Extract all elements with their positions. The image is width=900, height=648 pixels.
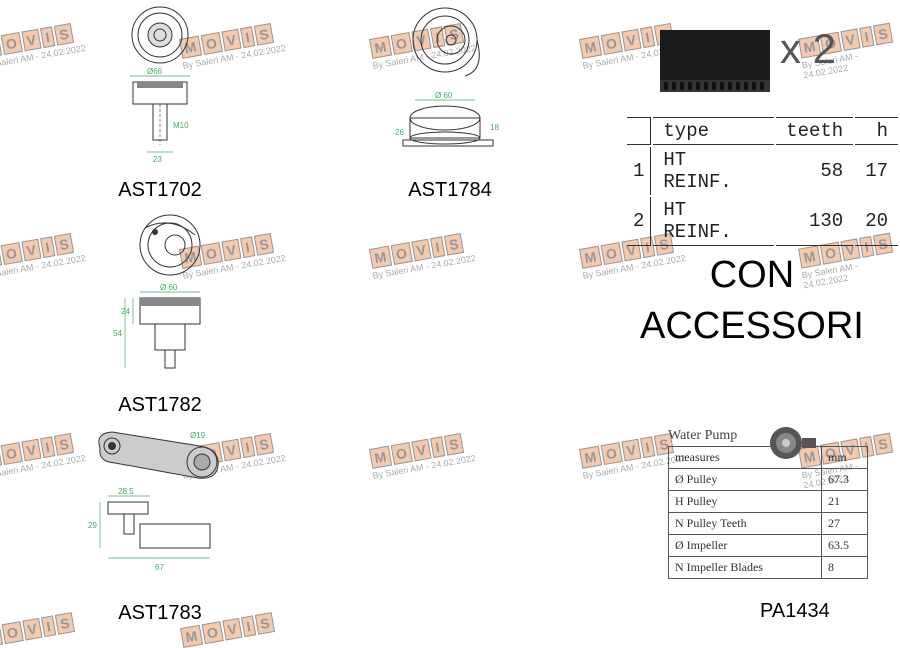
- svg-text:67: 67: [155, 563, 164, 572]
- diagram-ast1783: Ø19 28.5 29 67: [70, 418, 250, 593]
- svg-text:23: 23: [153, 155, 162, 164]
- svg-text:Ø 60: Ø 60: [160, 283, 178, 292]
- svg-text:26: 26: [395, 128, 404, 137]
- table-row: N Impeller Blades8: [669, 557, 868, 579]
- part-ast1782: Ø 60 24 54 AST1782: [70, 210, 250, 417]
- diagram-ast1784: Ø 60 18 26: [365, 0, 535, 170]
- svg-text:18: 18: [490, 123, 499, 132]
- diagram-ast1702: Ø66 M10 23: [85, 0, 235, 170]
- svg-text:28.5: 28.5: [118, 487, 134, 496]
- belt-multiplier: x 2: [780, 25, 836, 73]
- part-ast1702: Ø66 M10 23 AST1702: [70, 0, 250, 202]
- table-row: N Pulley Teeth27: [669, 513, 868, 535]
- table-row: 2 HT REINF. 130 20: [627, 197, 898, 246]
- col-h: h: [855, 117, 898, 145]
- part-ast1783: Ø19 28.5 29 67 AST1783: [60, 418, 260, 625]
- part-label: AST1783: [60, 602, 260, 625]
- svg-text:54: 54: [113, 329, 122, 338]
- part-ast1784: Ø 60 18 26 AST1784: [360, 0, 540, 202]
- pump-icon: [758, 424, 818, 462]
- part-label: AST1782: [70, 394, 250, 417]
- water-pump-panel: Water Pump measuresmm Ø Pulley67.3 H Pul…: [668, 428, 878, 579]
- col-teeth: teeth: [776, 117, 853, 145]
- table-row: 1 HT REINF. 58 17: [627, 147, 898, 195]
- belt-table: type teeth h 1 HT REINF. 58 17 2 HT REIN…: [625, 115, 900, 248]
- svg-text:Ø 60: Ø 60: [435, 91, 453, 100]
- watermark: MOVISBy Saleri AM - 24.02.2022: [368, 431, 477, 481]
- svg-text:24: 24: [121, 307, 130, 316]
- watermark: MOVISBy Saleri AM - 24.02.2022: [368, 231, 477, 281]
- part-label: PA1434: [760, 600, 830, 623]
- col-type: type: [653, 117, 774, 145]
- table-row: H Pulley21: [669, 491, 868, 513]
- svg-text:M10: M10: [173, 121, 189, 130]
- svg-text:Ø19: Ø19: [190, 431, 206, 440]
- table-row: Ø Pulley67.3: [669, 469, 868, 491]
- svg-text:29: 29: [88, 521, 97, 530]
- part-label: AST1784: [360, 179, 540, 202]
- part-label: AST1702: [70, 179, 250, 202]
- accessori-text: CON ACCESSORI: [640, 250, 864, 353]
- svg-text:Ø66: Ø66: [147, 67, 163, 76]
- diagram-ast1782: Ø 60 24 54: [85, 210, 235, 385]
- table-row: Ø Impeller63.5: [669, 535, 868, 557]
- belt-image: [660, 30, 770, 95]
- col-blank: [627, 117, 651, 145]
- water-pump-table: measuresmm Ø Pulley67.3 H Pulley21 N Pul…: [668, 446, 868, 579]
